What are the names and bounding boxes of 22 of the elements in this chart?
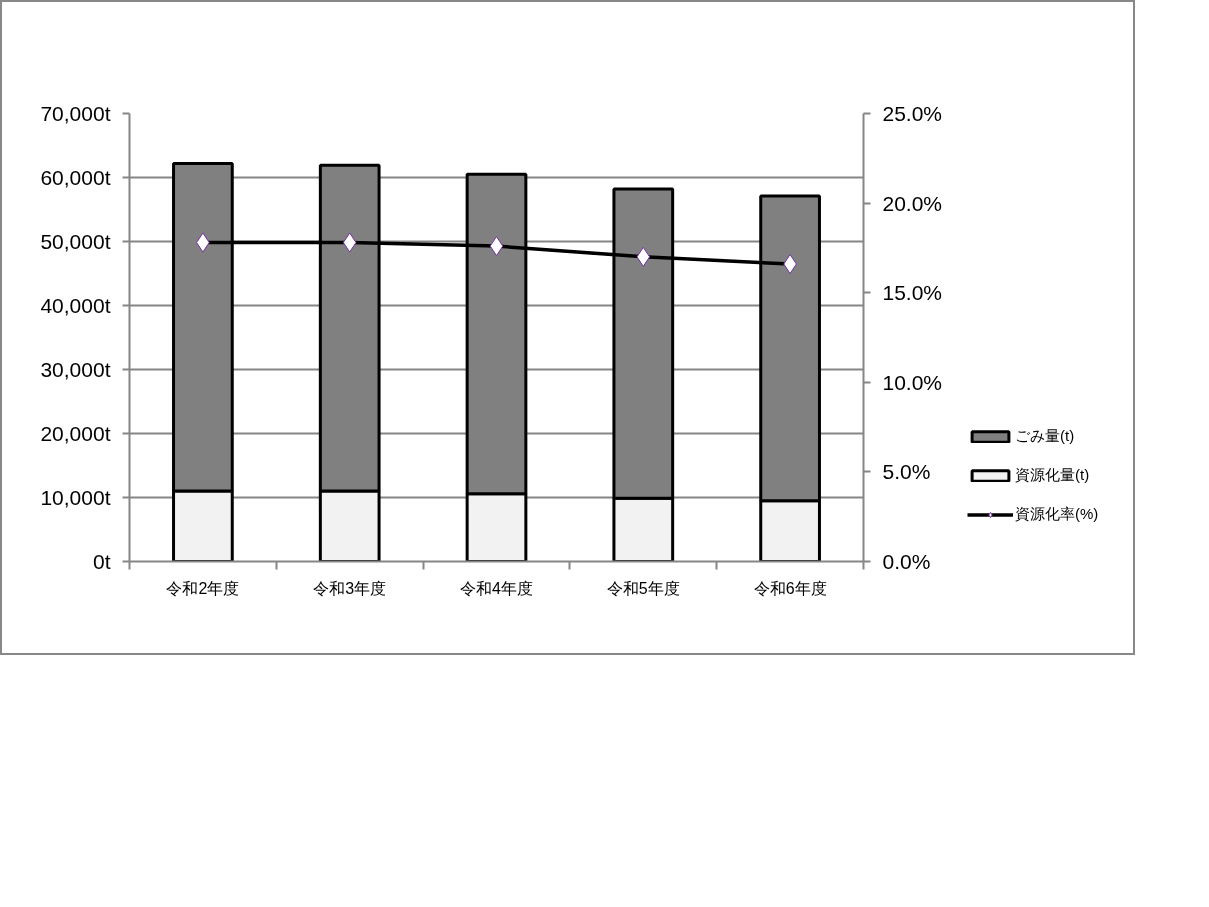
x-tick-label: 令和4年度 [460, 579, 533, 597]
y-tick-label: 30,000t [40, 358, 111, 381]
y2-tick-label: 0.0% [882, 550, 931, 573]
y-tick-label: 60,000t [40, 166, 111, 189]
y-tick-label: 40,000t [40, 294, 111, 317]
y2-tick-label: 5.0% [882, 460, 931, 484]
legend-label: ごみ量(t) [1015, 427, 1075, 446]
legend-label: 資源化率(%) [1015, 505, 1099, 524]
y2-tick-label: 10.0% [882, 370, 943, 394]
y2-tick-label: 15.0% [882, 281, 943, 305]
x-tick-label: 令和2年度 [166, 579, 240, 597]
y-tick-label: 0t [92, 550, 111, 573]
y-tick-label: 50,000t [40, 230, 111, 253]
y2-tick-label: 25.0% [882, 102, 943, 125]
y-tick-label: 70,000t [40, 102, 111, 125]
legend-label: 資源化量(t) [1015, 466, 1090, 485]
x-tick-label: 令和6年度 [753, 579, 827, 597]
y2-tick-label: 20.0% [882, 191, 943, 215]
x-tick-label: 令和3年度 [313, 579, 387, 597]
x-tick-label: 令和5年度 [606, 579, 680, 597]
y-tick-label: 10,000t [40, 486, 111, 509]
y-tick-label: 20,000t [40, 422, 111, 445]
